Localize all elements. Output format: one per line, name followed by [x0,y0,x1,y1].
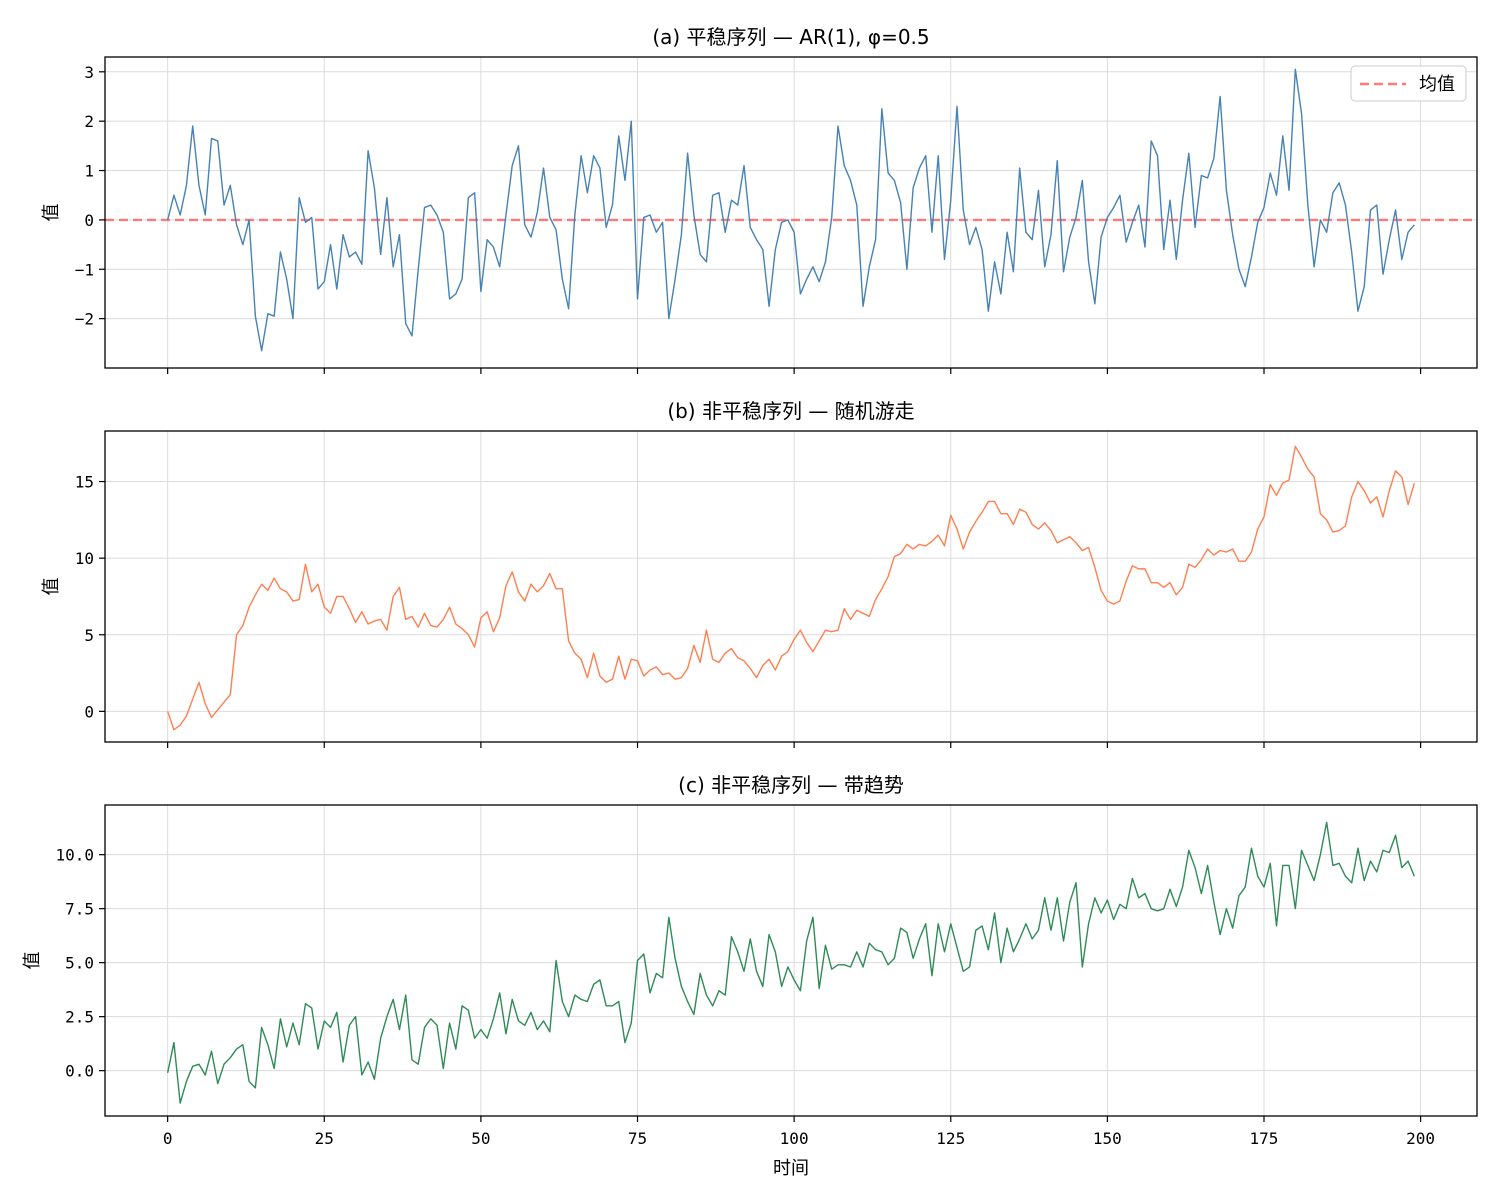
series-line [166,445,1416,731]
legend-box [1350,65,1467,102]
y-axis-label: 值 [22,952,43,970]
panel-3: (c) 非平稳序列 — 带趋势 0 25 50 75 100 125 150 175 200 0.0… [22,773,1478,1148]
y-tick-label: 7.5 [65,900,94,919]
y-tick-label: 2 [84,112,94,131]
x-tick-label: 125 [936,1129,965,1148]
y-tick-label: 1 [84,162,94,181]
x-tick-label: 150 [1093,1129,1122,1148]
legend-label: 均值 [1419,74,1455,95]
y-tick-label: 15 [75,473,94,492]
y-tick-label: 10 [75,549,94,568]
y-tick-label: 5 [84,626,94,645]
x-axis-label: 时间 [773,1158,809,1179]
y-tick-label: 0.0 [65,1062,94,1081]
panels: (a) 平稳序列 — AR(1), φ=0.5 −2 −1 0 1 2 3 值 均值 (b) 非平… [22,25,1478,1148]
x-tick-label: 50 [471,1129,490,1148]
y-tick-label: 10.0 [55,846,94,865]
axes-frame [104,804,1478,1117]
y-tick-label: −1 [75,260,94,279]
x-tick-label: 200 [1406,1129,1435,1148]
legend: 均值 [1350,65,1467,102]
y-axis-label: 值 [41,204,62,222]
x-tick-label: 175 [1250,1129,1279,1148]
series-line [166,68,1415,352]
x-tick-label: 75 [628,1129,647,1148]
x-tick-label: 0 [163,1129,173,1148]
y-axis-label: 值 [41,578,62,596]
x-tick-label: 100 [780,1129,809,1148]
series-line [166,821,1415,1104]
x-tick-label: 25 [315,1129,334,1148]
axes-frame [104,56,1478,369]
panel-2: (b) 非平稳序列 — 随机游走 0 5 10 15 值 [41,399,1478,748]
panel-1: (a) 平稳序列 — AR(1), φ=0.5 −2 −1 0 1 2 3 值 均值 [41,25,1478,374]
y-tick-label: 5.0 [65,954,94,973]
panel-title: (b) 非平稳序列 — 随机游走 [667,399,914,423]
panel-title: (c) 非平稳序列 — 带趋势 [678,773,904,797]
y-tick-label: 0 [84,211,94,230]
y-tick-label: 0 [84,702,94,721]
panel-title: (a) 平稳序列 — AR(1), φ=0.5 [652,25,929,49]
y-tick-label: 2.5 [65,1008,94,1027]
axes-frame [104,430,1478,743]
y-tick-label: 3 [84,63,94,82]
y-tick-label: −2 [75,310,94,329]
